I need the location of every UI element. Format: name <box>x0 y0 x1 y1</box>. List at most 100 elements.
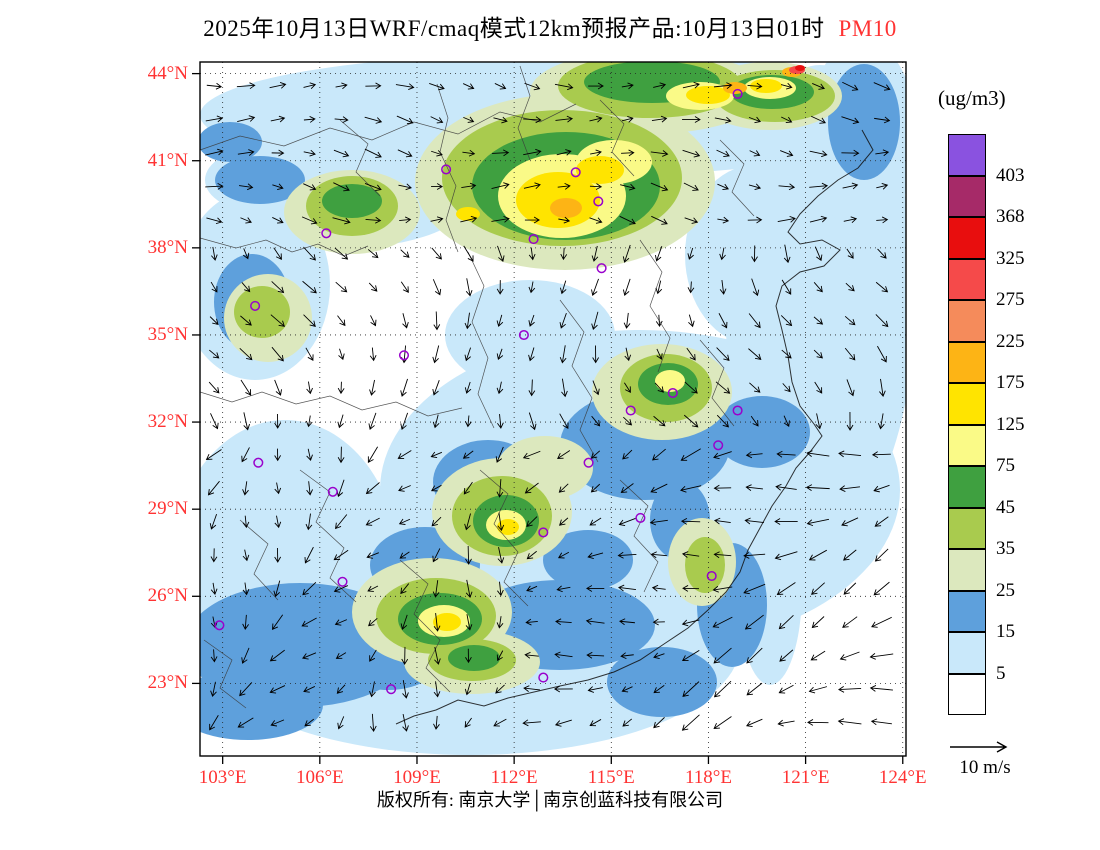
station-marker <box>321 228 332 239</box>
wind-arrow <box>210 246 218 261</box>
wind-arrow <box>682 116 701 123</box>
wind-arrow <box>528 247 536 261</box>
y-tick-label: 35°N <box>147 323 188 345</box>
wind-arrow <box>558 216 571 224</box>
wind-arrow <box>209 715 219 731</box>
wind-arrow <box>554 719 572 727</box>
wind-arrow <box>496 314 504 328</box>
wind-arrow <box>776 582 796 595</box>
wind-arrow <box>528 347 535 362</box>
wind-arrow <box>746 682 763 696</box>
wind-arrow <box>497 512 505 532</box>
pm10-region <box>607 647 717 717</box>
wind-arrow <box>591 245 599 262</box>
graticule-gridlines <box>200 62 906 756</box>
wind-arrow <box>274 548 282 563</box>
wind-arrow <box>430 484 442 492</box>
wind-arrow <box>654 246 663 262</box>
wind-legend-arrow <box>950 741 1008 753</box>
wind-arrow <box>492 149 510 157</box>
wind-arrow <box>623 312 631 329</box>
wind-arrow <box>526 585 538 592</box>
wind-arrow <box>333 549 349 561</box>
wind-arrow <box>839 651 860 661</box>
colorbar-cell <box>948 341 986 383</box>
wind-arrow <box>591 415 601 427</box>
wind-arrow <box>622 718 633 727</box>
wind-arrow <box>586 651 605 659</box>
wind-arrow <box>716 414 729 428</box>
x-tick-label: 106°E <box>295 767 344 788</box>
boundary-line <box>479 469 529 607</box>
wind-arrow <box>651 215 668 225</box>
wind-arrow <box>806 450 830 457</box>
wind-arrow <box>305 415 313 428</box>
boundary-line <box>467 251 495 429</box>
wind-arrow <box>303 149 316 157</box>
wind-arrow <box>242 582 250 596</box>
wind-arrow <box>746 718 763 728</box>
wind-arrow <box>844 347 856 361</box>
wind-arrow <box>462 149 476 157</box>
wind-arrow <box>239 183 254 191</box>
colorbar-cell <box>948 258 986 300</box>
wind-arrow <box>558 483 569 493</box>
wind-arrow <box>653 82 667 89</box>
wind-arrow <box>749 382 761 393</box>
wind-arrow <box>464 347 472 362</box>
wind-arrow <box>209 349 220 359</box>
wind-arrow <box>650 182 669 192</box>
wind-arrow <box>623 416 633 426</box>
wind-vector-field <box>205 81 894 733</box>
wind-arrow <box>815 413 823 430</box>
wind-arrow <box>587 552 604 560</box>
wind-arrow <box>396 115 414 125</box>
wind-arrow <box>274 379 282 396</box>
wind-arrow <box>430 116 444 124</box>
colorbar-cell <box>948 632 986 674</box>
colorbar-cell <box>948 175 986 217</box>
wind-arrow <box>432 580 440 598</box>
station-marker <box>337 576 348 587</box>
wind-arrow <box>621 149 635 157</box>
wind-arrow <box>838 685 862 693</box>
wind-arrow <box>714 517 731 525</box>
wind-arrow <box>814 381 823 394</box>
wind-arrow <box>619 215 636 225</box>
wind-arrow <box>783 415 790 428</box>
wind-arrow <box>205 148 224 156</box>
wind-arrow <box>528 379 536 397</box>
wind-arrow <box>877 248 887 259</box>
wind-arrow <box>719 247 726 261</box>
wind-arrow <box>465 579 473 599</box>
x-tick-label: 109°E <box>393 767 441 788</box>
wind-arrow <box>303 82 317 89</box>
wind-arrow <box>433 681 441 698</box>
wind-arrow <box>210 548 218 563</box>
wind-arrow <box>337 716 345 730</box>
wind-arrow <box>497 245 505 262</box>
wind-arrow <box>588 82 604 90</box>
x-tick-label: 103°E <box>198 767 247 788</box>
wind-arrow <box>272 217 284 224</box>
wind-arrow <box>783 244 791 264</box>
wind-arrow <box>873 484 890 493</box>
pm10-region <box>723 82 747 94</box>
colorbar-cell <box>948 673 986 715</box>
pm10-region <box>550 198 582 218</box>
y-tick-label: 29°N <box>147 498 188 520</box>
wind-arrow <box>237 149 255 156</box>
wind-arrow <box>555 115 574 123</box>
wind-arrow <box>368 617 378 627</box>
wind-arrow <box>429 83 445 91</box>
wind-arrow <box>743 552 766 559</box>
wind-arrow <box>778 183 796 191</box>
wind-arrow <box>620 652 634 660</box>
wind-arrow <box>590 149 602 157</box>
wind-arrow <box>683 414 699 428</box>
wind-arrow <box>553 685 573 693</box>
wind-arrow <box>430 216 444 224</box>
wind-arrow <box>871 451 891 459</box>
wind-arrow <box>272 183 284 190</box>
wind-arrow <box>775 483 797 491</box>
